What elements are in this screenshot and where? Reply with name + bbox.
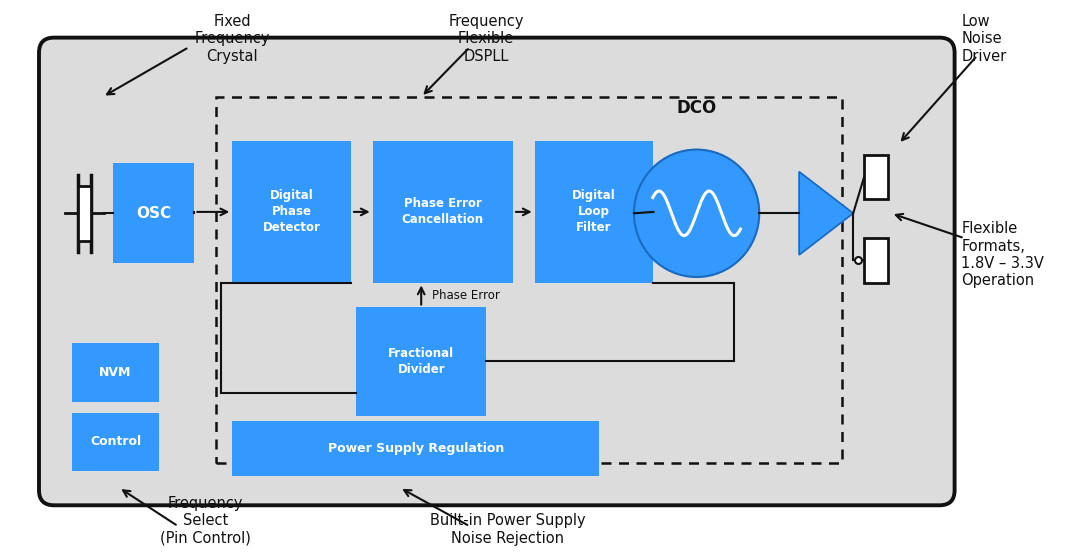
Polygon shape [799, 172, 853, 255]
Text: Digital
Loop
Filter: Digital Loop Filter [572, 189, 616, 234]
Bar [373, 141, 513, 283]
Text: Fractional
Divider: Fractional Divider [388, 347, 455, 376]
Text: NVM: NVM [99, 366, 132, 379]
Bar [78, 186, 91, 241]
Bar [864, 238, 888, 283]
Bar [535, 141, 653, 283]
Text: OSC: OSC [136, 206, 172, 221]
Text: Built-in Power Supply
Noise Rejection: Built-in Power Supply Noise Rejection [430, 514, 585, 546]
Bar [356, 307, 486, 416]
Text: Frequency
Select
(Pin Control): Frequency Select (Pin Control) [160, 496, 251, 546]
Text: Flexible
Formats,
1.8V – 3.3V
Operation: Flexible Formats, 1.8V – 3.3V Operation [961, 221, 1044, 289]
Text: Phase Error
Cancellation: Phase Error Cancellation [402, 197, 484, 227]
Text: Fixed
Frequency
Crystal: Fixed Frequency Crystal [194, 14, 270, 64]
Text: Low
Noise
Driver: Low Noise Driver [961, 14, 1007, 64]
Text: Digital
Phase
Detector: Digital Phase Detector [262, 189, 321, 234]
Bar [864, 155, 888, 199]
Bar [216, 97, 842, 463]
Text: Phase Error: Phase Error [432, 289, 500, 301]
Bar [113, 163, 194, 263]
Bar [232, 421, 599, 476]
Bar [72, 413, 159, 471]
Text: DCO: DCO [676, 99, 717, 117]
Text: Power Supply Regulation: Power Supply Regulation [327, 442, 504, 455]
Bar [72, 343, 159, 402]
Ellipse shape [634, 150, 759, 277]
Bar [232, 141, 351, 283]
Text: Frequency
Flexible
DSPLL: Frequency Flexible DSPLL [448, 14, 524, 64]
FancyBboxPatch shape [39, 38, 955, 505]
Text: Control: Control [90, 435, 141, 448]
